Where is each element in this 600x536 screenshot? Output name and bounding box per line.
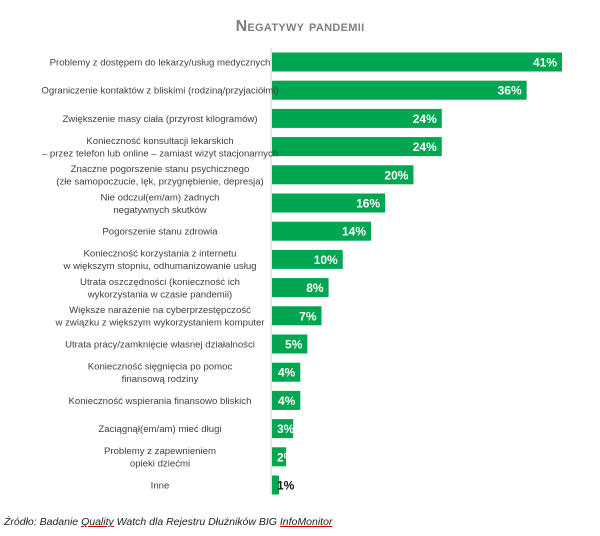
bar: [272, 334, 308, 354]
category-label: Znaczne pogorszenie stanu psychicznego (z…: [56, 164, 263, 188]
category-label-line: Problemy z zapewnieniem: [104, 446, 216, 457]
bar: [272, 249, 343, 269]
category-label-line: Konieczność wspierania finansowo bliskic…: [69, 396, 252, 407]
source-middle: Watch dla Rejestru Dłużników BIG: [113, 516, 280, 528]
chart-title: Negatywy pandemii: [0, 18, 600, 36]
category-label: Zaciągnął(em/am) mieć długi: [98, 424, 221, 435]
bar: [272, 447, 287, 467]
source-infomonitor: InfoMonitor: [279, 516, 333, 528]
category-label: Konieczność wspierania finansowo bliskic…: [69, 396, 252, 407]
bar: [272, 278, 329, 298]
category-label-line: (złe samopoczucie, lęk, przygnębienie, d…: [56, 177, 263, 188]
source-note: Źródło: Badanie Quality Watch dla Rejest…: [4, 516, 332, 528]
category-label-line: Utrata pracy/zamknięcie własnej działaln…: [65, 340, 255, 351]
bar: [272, 475, 280, 495]
bar: [272, 362, 301, 382]
category-label: Inne: [151, 481, 170, 492]
category-label-line: opieki dziećmi: [130, 459, 190, 470]
value-label: 8%: [306, 281, 324, 295]
value-label: 4%: [278, 366, 296, 380]
category-label: Większe narażenie na cyberprzestępczość w…: [55, 305, 266, 329]
bar: [272, 165, 414, 185]
category-label-line: Inne: [151, 481, 170, 492]
bar: [272, 137, 442, 157]
category-label-line: finansową rodziny: [122, 374, 199, 385]
category-label-line: w związku z większym wykorzystaniem komp…: [55, 318, 266, 329]
value-label: 24%: [413, 140, 437, 154]
category-label-line: negatywnych skutków: [113, 205, 206, 216]
value-label: 24%: [413, 112, 437, 126]
category-label: Problemy z dostępem do lekarzy/usług med…: [50, 58, 271, 69]
category-label-line: Zwiększenie masy ciała (przyrost kilogra…: [62, 114, 257, 125]
bar: [272, 193, 386, 213]
value-label: 36%: [498, 84, 522, 98]
category-label: Konieczność korzystania z internetu w wię…: [62, 249, 256, 273]
value-label: 7%: [299, 309, 317, 323]
value-label: 16%: [356, 197, 380, 211]
value-label: 1%: [277, 479, 295, 493]
bar: [272, 52, 562, 72]
category-label-line: Problemy z dostępem do lekarzy/usług med…: [50, 58, 271, 69]
category-label-line: Nie odczuł(em/am) żadnych: [101, 192, 220, 203]
source-quality: Quality: [81, 516, 114, 528]
value-label: 41%: [533, 56, 557, 70]
category-label: Zwiększenie masy ciała (przyrost kilogra…: [62, 114, 257, 125]
bar: [272, 419, 294, 439]
bar: [272, 80, 527, 100]
category-label-line: Utrata oszczędności (konieczność ich: [80, 277, 240, 288]
category-label: Konieczność sięgnięcia po pomoc finansową…: [88, 361, 233, 385]
category-label-line: Konieczność konsultacji lekarskich: [86, 136, 233, 147]
category-label: Problemy z zapewnieniem opieki dziećmi: [104, 446, 216, 470]
category-label-line: Zaciągnął(em/am) mieć długi: [98, 424, 221, 435]
category-label-line: Znaczne pogorszenie stanu psychicznego: [71, 164, 250, 175]
bar: [272, 390, 301, 410]
value-label: 3%: [277, 422, 295, 436]
category-label: Utrata oszczędności (konieczność ich wyko…: [80, 277, 240, 301]
bar: [272, 108, 442, 128]
category-label: Utrata pracy/zamknięcie własnej działaln…: [65, 340, 255, 351]
value-label: 4%: [278, 394, 296, 408]
category-label-line: Konieczność korzystania z internetu: [83, 249, 236, 260]
category-label-line: Większe narażenie na cyberprzestępczość: [69, 305, 251, 316]
value-label: 20%: [384, 168, 408, 182]
category-label-line: w większym stopniu, odhumanizowanie usłu…: [62, 261, 256, 272]
category-label-line: wykorzystania w czasie pandemii): [87, 289, 233, 300]
category-label-line: – przez telefon lub online – zamiast wiz…: [42, 148, 278, 159]
category-label: Ograniczenie kontaktów z bliskimi (rodzi…: [41, 86, 278, 97]
source-prefix: Źródło: Badanie: [4, 516, 82, 528]
category-label-line: Pogorszenie stanu zdrowia: [102, 227, 218, 238]
category-label: Konieczność konsultacji lekarskich – prze…: [42, 136, 278, 160]
value-label: 2%: [277, 450, 295, 464]
category-label-line: Ograniczenie kontaktów z bliskimi (rodzi…: [41, 86, 278, 97]
value-label: 14%: [342, 225, 366, 239]
value-label: 10%: [314, 253, 338, 267]
bar: [272, 306, 322, 326]
value-label: 5%: [285, 338, 303, 352]
category-label: Nie odczuł(em/am) żadnych negatywnych sku…: [101, 192, 220, 216]
chart-title-text: Negatywy pandemii: [235, 18, 365, 35]
bar: [272, 221, 372, 241]
category-label: Pogorszenie stanu zdrowia: [102, 227, 218, 238]
category-label-line: Konieczność sięgnięcia po pomoc: [88, 361, 233, 372]
